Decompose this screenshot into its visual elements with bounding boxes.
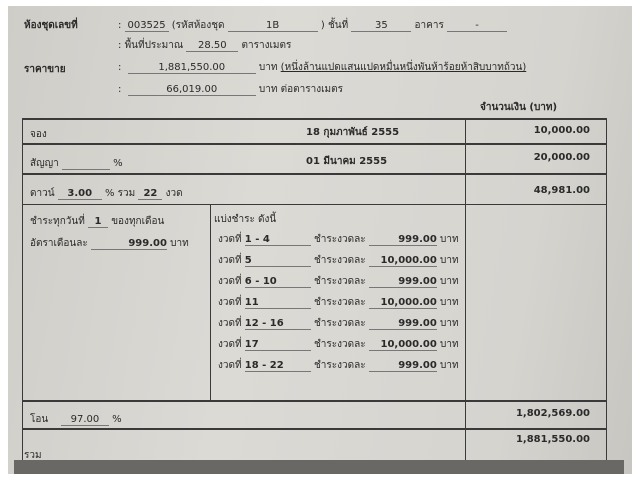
floor-label: ชั้นที่ <box>327 20 349 31</box>
booking-amount: 10,000.00 <box>533 125 590 136</box>
price-total: 1,881,550.00 <box>127 62 256 74</box>
monthly-rate: อัตราเดือนละ 999.00 บาท <box>30 238 189 250</box>
building-label: อาคาร <box>414 20 444 31</box>
price-per-sqm: 66,019.00 <box>127 84 256 96</box>
total-amount: 1,881,550.00 <box>515 434 590 445</box>
installment-number: 18 - 22 <box>244 360 311 372</box>
per-sqm-line: : 66,019.00 บาท ต่อตารางเมตร <box>118 84 344 96</box>
installment-number: 5 <box>244 255 311 267</box>
total-label: รวม <box>24 450 42 461</box>
unit-code: 1B <box>227 20 318 32</box>
unit-line: : 003525 (รหัสห้องชุด 1B ) ชั้นที่ 35 อา… <box>118 18 508 33</box>
price-line: : 1,881,550.00 บาท (หนึ่งล้านแปดแสนแปดหม… <box>118 62 527 74</box>
area-line: : พื้นที่ประมาณ 28.50 ตารางเมตร <box>118 40 292 52</box>
floor: 35 <box>351 20 412 32</box>
contract-amount: 20,000.00 <box>533 152 590 163</box>
installment-row: งวดที่ 12 - 16 ชำระงวดละ 999.00 บาท <box>218 318 459 330</box>
installment-amount: 999.00 <box>368 234 437 246</box>
contract-date: 01 มีนาคม 2555 <box>306 156 388 167</box>
installment-number: 12 - 16 <box>244 318 311 330</box>
installment-row: งวดที่ 11 ชำระงวดละ 10,000.00 บาท <box>218 297 459 309</box>
unit-number: 003525 <box>124 20 169 32</box>
price-label: ราคาขาย <box>24 64 66 75</box>
pay-day: ชำระทุกวันที่ 1 ของทุกเดือน <box>30 216 165 228</box>
booking-date: 18 กุมภาพันธ์ 2555 <box>306 127 400 138</box>
down-amount: 48,981.00 <box>533 185 590 196</box>
installment-number: 1 - 4 <box>244 234 311 246</box>
installment-row: งวดที่ 17 ชำระงวดละ 10,000.00 บาท <box>218 339 459 351</box>
transfer-amount: 1,802,569.00 <box>515 408 590 419</box>
footer-band <box>14 460 624 474</box>
document-photo <box>8 6 632 474</box>
installment-amount: 999.00 <box>368 318 437 330</box>
building: - <box>447 20 508 32</box>
booking-label: จอง <box>30 129 47 140</box>
installment-amount: 999.00 <box>368 360 437 372</box>
installment-number: 6 - 10 <box>244 276 311 288</box>
installment-row: งวดที่ 6 - 10 ชำระงวดละ 999.00 บาท <box>218 276 459 288</box>
down-label: ดาวน์ 3.00 % รวม 22 งวด <box>30 188 183 200</box>
installment-number: 11 <box>244 297 311 309</box>
code-label: (รหัสห้องชุด <box>171 20 225 31</box>
amount-header: จำนวนเงิน (บาท) <box>480 102 558 113</box>
installment-row: งวดที่ 5 ชำระงวดละ 10,000.00 บาท <box>218 255 459 267</box>
installment-number: 17 <box>244 339 311 351</box>
price-in-words: (หนึ่งล้านแปดแสนแปดหมื่นหนึ่งพันห้าร้อยห… <box>280 62 527 73</box>
installment-amount: 10,000.00 <box>368 297 437 309</box>
installment-amount: 10,000.00 <box>368 255 437 267</box>
installment-row: งวดที่ 18 - 22 ชำระงวดละ 999.00 บาท <box>218 360 459 372</box>
contract-label: สัญญา % <box>30 158 123 170</box>
transfer-label: โอน 97.00 % <box>30 414 122 426</box>
installment-amount: 999.00 <box>368 276 437 288</box>
installment-row: งวดที่ 1 - 4 ชำระงวดละ 999.00 บาท <box>218 234 459 246</box>
installment-amount: 10,000.00 <box>368 339 437 351</box>
unit-label: ห้องชุดเลขที่ <box>24 20 78 31</box>
area: 28.50 <box>186 40 239 52</box>
split-label: แบ่งชำระ ดังนี้ <box>214 214 277 225</box>
